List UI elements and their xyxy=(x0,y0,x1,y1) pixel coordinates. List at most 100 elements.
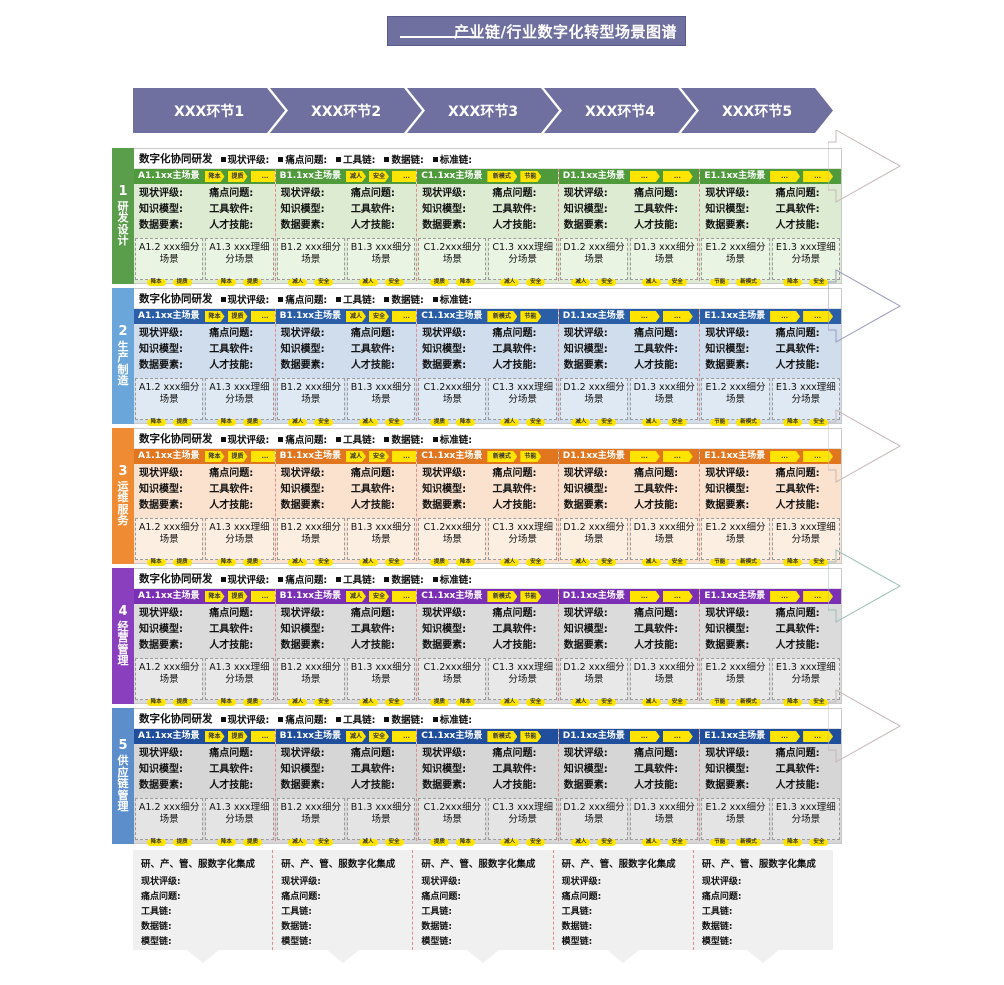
sub-scene-card[interactable]: A1.2 xxx细分场景 降本 提质 xyxy=(135,238,204,286)
sub-scene-card[interactable]: B1.2 xxx细分场景 减人 安全 xyxy=(276,798,345,846)
scene-title-bar[interactable]: B1.1xx主场景 减人 安全... xyxy=(275,169,417,184)
sub-scene-card[interactable]: C1.2xxx细分场景 提质 降本 xyxy=(418,518,487,566)
sub-scene-card[interactable]: A1.2 xxx细分场景 降本 提质 xyxy=(135,518,204,566)
scene-title-bar[interactable]: A1.1xx主场景 降本 提质... xyxy=(134,589,275,604)
sub-scene-card[interactable]: C1.3 xxx理细分场景 减人 安全 xyxy=(488,238,557,286)
sub-scene-card[interactable]: D1.2 xxx细分场景 减人 安全 xyxy=(559,238,629,286)
scene-title-bar[interactable]: D1.1xx主场景...... xyxy=(558,449,700,464)
sub-scene-card[interactable]: E1.2 xxx细分场景 节能 新模式 xyxy=(701,658,770,706)
scene-title-bar[interactable]: A1.1xx主场景 降本 提质... xyxy=(134,169,275,184)
sub-scene-card[interactable]: E1.2 xxx细分场景 节能 新模式 xyxy=(701,518,770,566)
scene-title-bar[interactable]: E1.1xx主场景...... xyxy=(700,449,841,464)
scene-title-bar[interactable]: C1.1xx主场景 新模式 节能 xyxy=(417,449,558,464)
sub-scene-label: B1.2 xxx细分场景 xyxy=(280,242,341,265)
sub-scene-card[interactable]: B1.3 xxx细分场景 减人 安全 xyxy=(346,518,416,566)
scene-title-bar[interactable]: C1.1xx主场景 新模式 节能 xyxy=(417,169,558,184)
sub-scene-card[interactable]: C1.2xxx细分场景 提质 降本 xyxy=(418,238,487,286)
integration-cell-5[interactable]: 研、产、管、服数字化集成 现状评级: 痛点问题: 工具链: 数据链: 模型链: xyxy=(693,850,834,964)
sub-scene-card[interactable]: C1.2xxx细分场景 提质 降本 xyxy=(418,658,487,706)
sub-scene-card[interactable]: C1.3 xxx理细分场景 减人 安全 xyxy=(488,518,557,566)
scene-title-bar[interactable]: A1.1xx主场景 降本 提质... xyxy=(134,729,275,744)
sub-scene-card[interactable]: A1.3 xxx理细分场景 降本 提质 xyxy=(205,658,274,706)
stage-chevron-3[interactable]: XXX环节3 xyxy=(407,88,559,133)
sub-scene-card[interactable]: D1.3 xxx细分场景 减人 安全 xyxy=(630,798,699,846)
sub-scene-card[interactable]: E1.3 xxx理细分场景 降本 安全 xyxy=(771,518,840,566)
scene-tag: ... xyxy=(663,451,693,462)
scene-field: 工具软件: xyxy=(209,764,254,775)
sub-scene-card[interactable]: B1.2 xxx细分场景 减人 安全 xyxy=(276,378,345,426)
integration-cell-3[interactable]: 研、产、管、服数字化集成 现状评级: 痛点问题: 工具链: 数据链: 模型链: xyxy=(413,850,554,964)
stage-chevron-1[interactable]: XXX环节1 xyxy=(133,88,285,133)
sub-scene-card[interactable]: B1.3 xxx细分场景 减人 安全 xyxy=(346,658,416,706)
stage-chevron-2[interactable]: XXX环节2 xyxy=(270,88,422,133)
sub-scene-card[interactable]: E1.3 xxx理细分场景 降本 安全 xyxy=(771,378,840,426)
sub-scene-card[interactable]: E1.3 xxx理细分场景 降本 安全 xyxy=(771,238,840,286)
sub-scene-card[interactable]: E1.2 xxx细分场景 节能 新模式 xyxy=(701,238,770,286)
scene-title-bar[interactable]: C1.1xx主场景 新模式 节能 xyxy=(417,309,558,324)
scene-tag: 提质 xyxy=(228,171,248,182)
integration-cell-4[interactable]: 研、产、管、服数字化集成 现状评级: 痛点问题: 工具链: 数据链: 模型链: xyxy=(553,850,694,964)
sub-scene-card[interactable]: A1.2 xxx细分场景 降本 提质 xyxy=(135,798,204,846)
sub-scene-card[interactable]: B1.2 xxx细分场景 减人 安全 xyxy=(276,658,345,706)
sub-scene-card[interactable]: A1.2 xxx细分场景 降本 提质 xyxy=(135,378,204,426)
sub-scene-card[interactable]: D1.2 xxx细分场景 减人 安全 xyxy=(559,378,629,426)
sub-scene-card[interactable]: D1.2 xxx细分场景 减人 安全 xyxy=(559,658,629,706)
scene-title-bar[interactable]: E1.1xx主场景...... xyxy=(700,169,841,184)
sub-scene-card[interactable]: B1.3 xxx细分场景 减人 安全 xyxy=(346,798,416,846)
sub-scene-card[interactable]: D1.3 xxx细分场景 减人 安全 xyxy=(630,238,699,286)
scene-title-bar[interactable]: A1.1xx主场景 降本 提质... xyxy=(134,449,275,464)
scene-title-bar[interactable]: B1.1xx主场景 减人 安全... xyxy=(275,729,417,744)
integration-cell-2[interactable]: 研、产、管、服数字化集成 现状评级: 痛点问题: 工具链: 数据链: 模型链: xyxy=(273,850,414,964)
sub-scene-tag-list: 节能 新模式 xyxy=(702,698,768,706)
sub-scene-card[interactable]: E1.3 xxx理细分场景 降本 安全 xyxy=(771,798,840,846)
sub-scene-card[interactable]: B1.2 xxx细分场景 减人 安全 xyxy=(276,238,345,286)
sub-scene-card[interactable]: D1.2 xxx细分场景 减人 安全 xyxy=(559,798,629,846)
sub-scene-card[interactable]: C1.3 xxx理细分场景 减人 安全 xyxy=(488,658,557,706)
sub-scene-card[interactable]: E1.2 xxx细分场景 节能 新模式 xyxy=(701,378,770,426)
sub-scene-card[interactable]: B1.3 xxx细分场景 减人 安全 xyxy=(346,238,416,286)
sub-scene-card[interactable]: C1.3 xxx理细分场景 减人 安全 xyxy=(488,378,557,426)
sub-scene-card[interactable]: B1.2 xxx细分场景 减人 安全 xyxy=(276,518,345,566)
sub-scene-card[interactable]: A1.3 xxx理细分场景 降本 提质 xyxy=(205,378,274,426)
stage-chevron-5[interactable]: XXX环节5 xyxy=(681,88,833,133)
scene-title-bar[interactable]: E1.1xx主场景...... xyxy=(700,589,841,604)
scene-title-bar[interactable]: D1.1xx主场景...... xyxy=(558,729,700,744)
scene-field: 现状评级: xyxy=(139,188,183,199)
scene-title-bar[interactable]: B1.1xx主场景 减人 安全... xyxy=(275,589,417,604)
sub-scene-card[interactable]: A1.3 xxx理细分场景 降本 提质 xyxy=(205,798,274,846)
sub-scene-card[interactable]: C1.3 xxx理细分场景 减人 安全 xyxy=(488,798,557,846)
sub-scene-card[interactable]: A1.3 xxx理细分场景 降本 提质 xyxy=(205,518,274,566)
scene-title-bar[interactable]: D1.1xx主场景...... xyxy=(558,589,700,604)
sub-scene-card[interactable]: C1.2xxx细分场景 提质 降本 xyxy=(418,798,487,846)
scene-title-bar[interactable]: D1.1xx主场景...... xyxy=(558,169,700,184)
scene-field: 现状评级: xyxy=(563,328,608,339)
scene-title-bar[interactable]: E1.1xx主场景...... xyxy=(700,729,841,744)
scene-title-bar[interactable]: A1.1xx主场景 降本 提质... xyxy=(134,309,275,324)
scene-title-bar[interactable]: E1.1xx主场景...... xyxy=(700,309,841,324)
scene-title-bar[interactable]: C1.1xx主场景 新模式 节能 xyxy=(417,729,558,744)
sub-scene-card[interactable]: D1.2 xxx细分场景 减人 安全 xyxy=(559,518,629,566)
scene-tag: 减人 xyxy=(346,731,366,742)
sub-scene-card[interactable]: E1.2 xxx细分场景 节能 新模式 xyxy=(701,798,770,846)
scene-title-bar[interactable]: B1.1xx主场景 减人 安全... xyxy=(275,449,417,464)
stage-chevron-4[interactable]: XXX环节4 xyxy=(544,88,696,133)
sub-scene-card[interactable]: E1.3 xxx理细分场景 降本 安全 xyxy=(771,658,840,706)
scene-title-bar[interactable]: C1.1xx主场景 新模式 节能 xyxy=(417,589,558,604)
sub-scene-card[interactable]: C1.2xxx细分场景 提质 降本 xyxy=(418,378,487,426)
band-header-item-label: 标准链: xyxy=(439,434,473,446)
sub-scene-card[interactable]: B1.3 xxx细分场景 减人 安全 xyxy=(346,378,416,426)
scene-title-bar[interactable]: D1.1xx主场景...... xyxy=(558,309,700,324)
sub-scene-card[interactable]: A1.3 xxx理细分场景 降本 提质 xyxy=(205,238,274,286)
band-name-char: 生 xyxy=(117,339,129,353)
integration-cell-1[interactable]: 研、产、管、服数字化集成 现状评级: 痛点问题: 工具链: 数据链: 模型链: xyxy=(133,850,274,964)
sub-scene-card[interactable]: D1.3 xxx细分场景 减人 安全 xyxy=(630,518,699,566)
sub-scene-card[interactable]: A1.2 xxx细分场景 降本 提质 xyxy=(135,658,204,706)
scene-title-bar[interactable]: B1.1xx主场景 减人 安全... xyxy=(275,309,417,324)
sub-scene-card[interactable]: D1.3 xxx细分场景 减人 安全 xyxy=(630,378,699,426)
sub-scene-card[interactable]: D1.3 xxx细分场景 减人 安全 xyxy=(630,658,699,706)
